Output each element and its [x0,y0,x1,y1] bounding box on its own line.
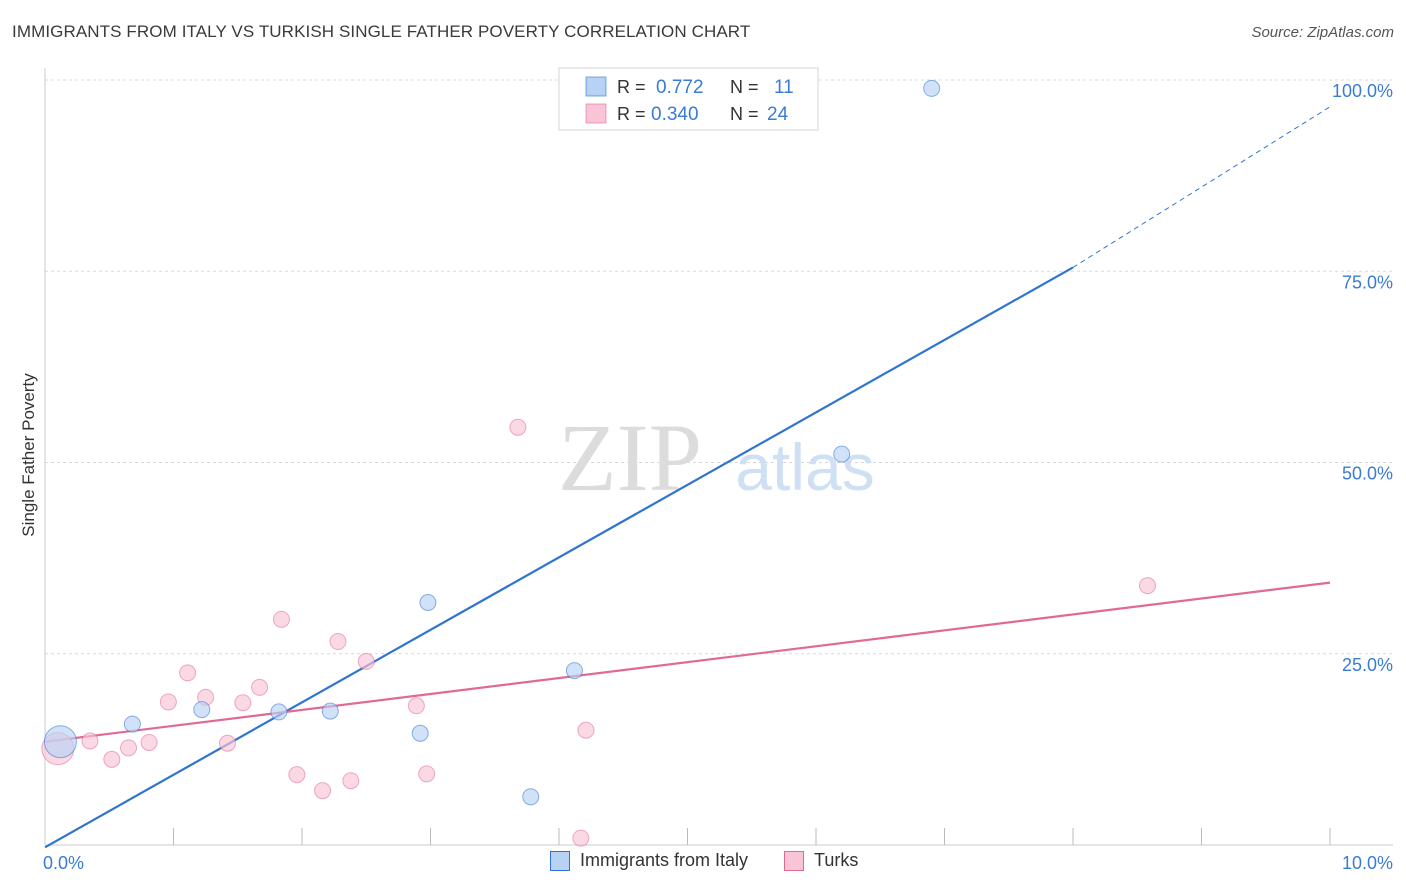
chart-title: IMMIGRANTS FROM ITALY VS TURKISH SINGLE … [12,22,751,41]
italy-point-4 [321,702,339,720]
turks-point-18 [418,765,436,783]
turks-point-8 [218,734,236,752]
turks-point-11 [272,610,290,628]
legend-n-label-italy: N = [730,77,759,97]
y-tick-label-50: 50.0% [1342,464,1393,484]
turks-point-19 [509,418,527,436]
turks-point-20 [577,721,595,739]
legend-swatch-italy-bottom [550,850,570,871]
turks-point-15 [342,772,360,790]
legend-item-italy[interactable]: Immigrants from Italy [550,850,748,871]
turks-point-12 [288,766,306,784]
legend-r-value-italy: 0.772 [656,77,704,98]
y-axis-label: Single Father Poverty [19,373,38,537]
italy-point-1 [123,715,141,733]
x-tick-min: 0.0% [43,853,84,873]
italy-point-8 [565,662,583,680]
legend-n-value-turks: 24 [767,104,789,125]
legend-n-label-turks: N = [730,104,759,124]
trend-line-extension-italy [1072,106,1331,268]
legend-item-turks[interactable]: Turks [784,850,858,871]
legend-swatch-italy [585,76,607,97]
turks-point-2 [103,750,121,768]
trend-line-turks [44,581,1331,743]
turks-point-9 [234,694,252,712]
italy-point-5 [411,724,429,742]
italy-point-10 [923,79,941,97]
legend-swatch-turks-bottom [784,850,805,871]
y-tick-label-100: 100.0% [1332,81,1393,101]
turks-point-6 [179,664,197,682]
turks-point-14 [329,633,347,651]
y-tick-label-25: 25.0% [1342,655,1393,675]
italy-point-7 [522,788,540,806]
turks-point-13 [314,782,332,800]
turks-point-3 [120,739,138,757]
turks-point-22 [1139,577,1157,595]
legend-swatch-turks [585,103,607,124]
correlation-legend: R = 0.772 N = 11 R = 0.340 N = 24 [558,67,819,131]
y-tick-label-75: 75.0% [1342,272,1393,292]
legend-label-italy: Immigrants from Italy [580,850,749,870]
watermark-atlas: atlas [735,430,874,504]
legend-r-label-turks: R = [617,104,646,124]
source-label: Source: ZipAtlas.com [1251,24,1394,41]
italy-point-3 [270,703,288,721]
legend-label-turks: Turks [814,850,859,870]
legend-r-value-turks: 0.340 [651,104,699,125]
legend-n-value-italy: 11 [774,77,794,98]
turks-point-5 [159,693,177,711]
legend-r-label-italy: R = [617,77,646,97]
turks-point-21 [572,829,590,847]
italy-point-6 [419,593,437,611]
trend-line-italy [44,266,1074,849]
turks-point-4 [140,733,158,751]
italy-point-0 [43,725,77,759]
turks-point-10 [251,678,269,696]
italy-point-9 [833,445,851,463]
turks-point-1 [81,732,99,750]
turks-point-17 [407,697,425,715]
x-tick-max: 10.0% [1342,853,1393,873]
italy-point-2 [193,701,211,719]
series-legend: Immigrants from Italy Turks [550,850,884,871]
watermark-zip: ZIP [558,404,702,511]
turks-point-16 [357,652,375,670]
